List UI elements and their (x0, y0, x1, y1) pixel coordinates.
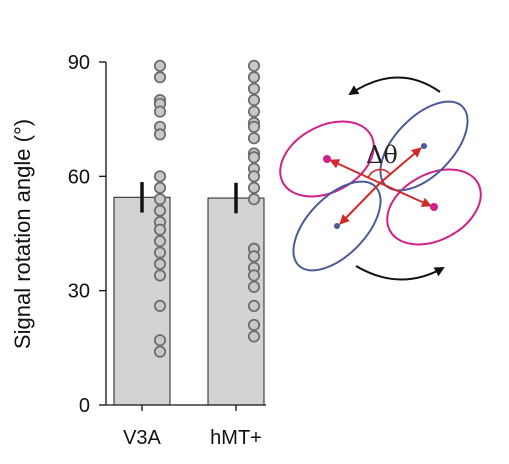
center-magenta-right (430, 203, 438, 211)
data-point-v3a (153, 128, 167, 141)
points-layer (153, 59, 261, 358)
bar-chart: V3A hMT+ 0 30 60 90 Signal rotation angle (°) (10, 52, 266, 449)
y-axis-title: Signal rotation angle (°) (10, 119, 35, 349)
data-point-hmt (247, 181, 261, 194)
arrow-to-blue-bottom (339, 182, 381, 225)
arrow-to-magenta-left (329, 159, 381, 184)
rotation-diagram: Δθ (279, 76, 482, 281)
data-point-hmt (247, 82, 261, 95)
data-point-hmt (247, 170, 261, 183)
arrow-to-magenta-right (379, 182, 432, 207)
data-point-v3a (153, 345, 167, 358)
data-point-hmt (247, 132, 261, 145)
data-point-v3a (153, 334, 167, 347)
data-point-hmt (247, 59, 261, 72)
bars-layer (113, 196, 265, 406)
rotation-arrow-bottom (355, 265, 445, 281)
data-point-hmt (247, 318, 261, 332)
data-point-v3a (153, 299, 167, 313)
angle-arc (367, 168, 391, 179)
ellipse-blue-bottom (292, 180, 382, 272)
data-point-hmt (247, 71, 261, 84)
ellipse-magenta-left (279, 120, 375, 198)
x-tick-label-hmt: hMT+ (210, 427, 262, 449)
center-magenta-left (323, 155, 331, 163)
arrow-to-blue-top (379, 147, 422, 184)
data-point-v3a (153, 246, 167, 259)
data-point-v3a (153, 235, 167, 248)
y-tick-label-30: 30 (68, 281, 90, 303)
axes-layer: V3A hMT+ 0 30 60 90 (68, 52, 266, 449)
data-point-v3a (153, 204, 167, 217)
y-tick-label-0: 0 (79, 395, 90, 417)
data-point-hmt (247, 151, 261, 164)
data-point-v3a (153, 59, 167, 72)
data-point-hmt (247, 280, 261, 293)
data-point-hmt (247, 120, 261, 133)
data-point-hmt (247, 299, 261, 313)
data-point-hmt (247, 269, 261, 282)
angle-label: Δθ (366, 141, 398, 169)
y-tick-label-60: 60 (68, 166, 90, 188)
data-point-v3a (153, 257, 167, 271)
data-point-hmt (247, 105, 261, 118)
data-point-hmt (247, 330, 261, 343)
errorbars-layer (140, 182, 238, 214)
data-point-v3a (153, 170, 167, 183)
center-blue-top (421, 143, 427, 149)
data-point-hmt (247, 193, 261, 206)
rotation-arrow-top (348, 76, 441, 96)
ellipse-magenta-right (386, 168, 482, 246)
data-point-hmt (247, 250, 261, 263)
data-point-v3a (153, 105, 167, 118)
data-point-hmt (247, 94, 261, 107)
data-point-v3a (153, 269, 167, 282)
data-point-v3a (153, 71, 167, 84)
y-tick-label-90: 90 (68, 52, 90, 74)
x-tick-label-v3a: V3A (123, 427, 161, 449)
data-point-v3a (153, 193, 167, 206)
data-point-v3a (153, 223, 167, 236)
center-blue-bottom (334, 223, 340, 229)
data-point-v3a (153, 181, 167, 194)
